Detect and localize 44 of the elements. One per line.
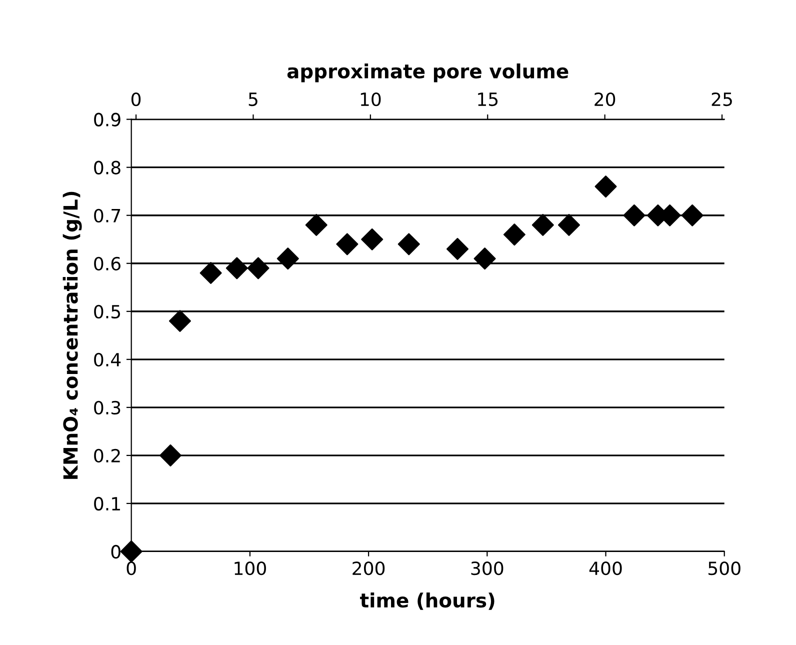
point: [336, 233, 358, 256]
x-axis-title: time (hours): [360, 592, 494, 610]
point: [681, 204, 704, 226]
point: [305, 214, 328, 236]
x2-tick-label: 0: [131, 92, 141, 106]
x-tick-label: 400: [589, 562, 622, 576]
y-tick-label: 0.5: [94, 304, 120, 319]
point: [532, 214, 554, 236]
point: [226, 257, 248, 280]
y-tick-label: 0: [111, 544, 120, 559]
point: [276, 248, 299, 270]
x-tick-label: 200: [352, 562, 385, 576]
x-tick-label: 100: [234, 562, 266, 576]
x-tick-label: 300: [471, 562, 504, 576]
y-axis-title: KMnO₄ concentration (g/L): [62, 192, 82, 479]
y-tick-label: 0.2: [94, 448, 120, 463]
point: [361, 228, 384, 250]
point: [558, 214, 580, 236]
point: [446, 238, 468, 260]
x2-axis-title: approximate pore volume: [287, 63, 568, 82]
x2-tick-label: 15: [478, 92, 498, 106]
y-tick-label: 0.6: [94, 256, 120, 270]
point: [398, 233, 420, 256]
point: [594, 176, 617, 198]
y-tick-label: 0.1: [94, 496, 120, 511]
y-tick-label: 0.4: [94, 352, 121, 367]
point: [247, 257, 270, 280]
x2-tick-label: 20: [594, 92, 616, 106]
y-tick-label: 0.3: [94, 400, 120, 415]
point: [159, 444, 182, 466]
x2-tick-label: 10: [360, 92, 381, 106]
x2-tick-label: 25: [712, 92, 732, 106]
point: [200, 262, 222, 284]
point: [474, 248, 496, 270]
x-tick-label: 0: [126, 562, 136, 576]
y-tick-label: 0.9: [94, 112, 120, 126]
point: [120, 540, 142, 562]
y-tick-label: 0.7: [94, 208, 120, 222]
x-tick-label: 500: [708, 562, 740, 576]
point: [503, 224, 526, 246]
x2-tick-label: 5: [248, 92, 258, 106]
point: [168, 310, 191, 332]
point: [623, 204, 646, 226]
y-tick-label: 0.8: [94, 160, 120, 174]
